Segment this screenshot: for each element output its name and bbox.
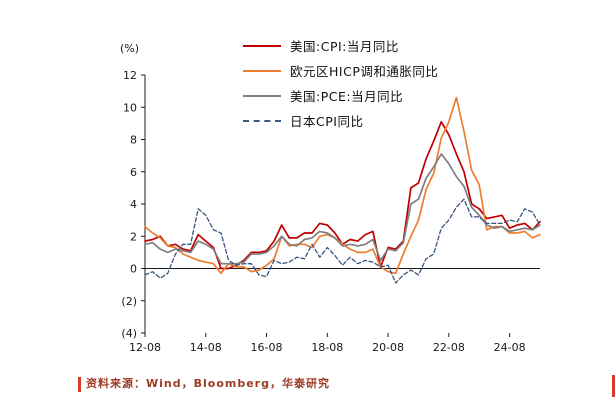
chart-legend: 美国:CPI:当月同比 欧元区HICP调和通胀同比 美国:PCE:当月同比 日本… bbox=[243, 33, 438, 133]
y-tick-label: 10 bbox=[123, 101, 137, 114]
legend-item-eu-hicp: 欧元区HICP调和通胀同比 bbox=[243, 58, 438, 83]
footer-left-red-bar bbox=[78, 377, 81, 392]
y-tick-label: 2 bbox=[130, 230, 137, 243]
legend-label: 欧元区HICP调和通胀同比 bbox=[290, 64, 439, 79]
inflation-chart: 12 10 8 6 4 2 0 (2) (4) (%) 12-08 14-08 16-08 18-08 20… bbox=[120, 42, 541, 354]
legend-item-us-cpi: 美国:CPI:当月同比 bbox=[243, 33, 438, 58]
y-tick-label: 8 bbox=[130, 134, 137, 147]
x-tick-label: 18-08 bbox=[311, 341, 343, 354]
y-axis-unit-label: (%) bbox=[120, 42, 139, 55]
x-tick-label: 14-08 bbox=[190, 341, 222, 354]
series-line bbox=[144, 96, 541, 275]
x-tick-label: 24-08 bbox=[494, 341, 526, 354]
x-tick-label: 20-08 bbox=[372, 341, 404, 354]
x-tick-label: 12-08 bbox=[129, 341, 161, 354]
y-tick-label: 6 bbox=[130, 166, 137, 179]
dashed-line-sample-icon bbox=[243, 119, 281, 122]
series-line bbox=[144, 198, 541, 284]
y-tick-label: (4) bbox=[121, 327, 137, 340]
legend-item-us-pce: 美国:PCE:当月同比 bbox=[243, 83, 438, 108]
gray-line-sample-icon bbox=[243, 94, 281, 97]
y-tick-label: (2) bbox=[121, 295, 137, 308]
footer-source: 资料来源：Wind，Bloomberg，华泰研究 bbox=[86, 377, 330, 390]
y-tick-label: 4 bbox=[130, 198, 137, 211]
y-tick-label: 0 bbox=[130, 263, 137, 276]
legend-label: 美国:CPI:当月同比 bbox=[290, 39, 399, 54]
y-tick-label: 12 bbox=[123, 69, 137, 82]
legend-item-japan-cpi: 日本CPI同比 bbox=[243, 108, 438, 133]
legend-label: 日本CPI同比 bbox=[290, 114, 364, 129]
orange-line-sample-icon bbox=[243, 69, 281, 72]
x-tick-label: 16-08 bbox=[251, 341, 283, 354]
x-tick-label: 22-08 bbox=[433, 341, 465, 354]
series-line bbox=[144, 153, 541, 265]
legend-label: 美国:PCE:当月同比 bbox=[290, 89, 404, 104]
red-line-sample-icon bbox=[243, 44, 281, 47]
page-edge-red-mark bbox=[612, 375, 615, 397]
